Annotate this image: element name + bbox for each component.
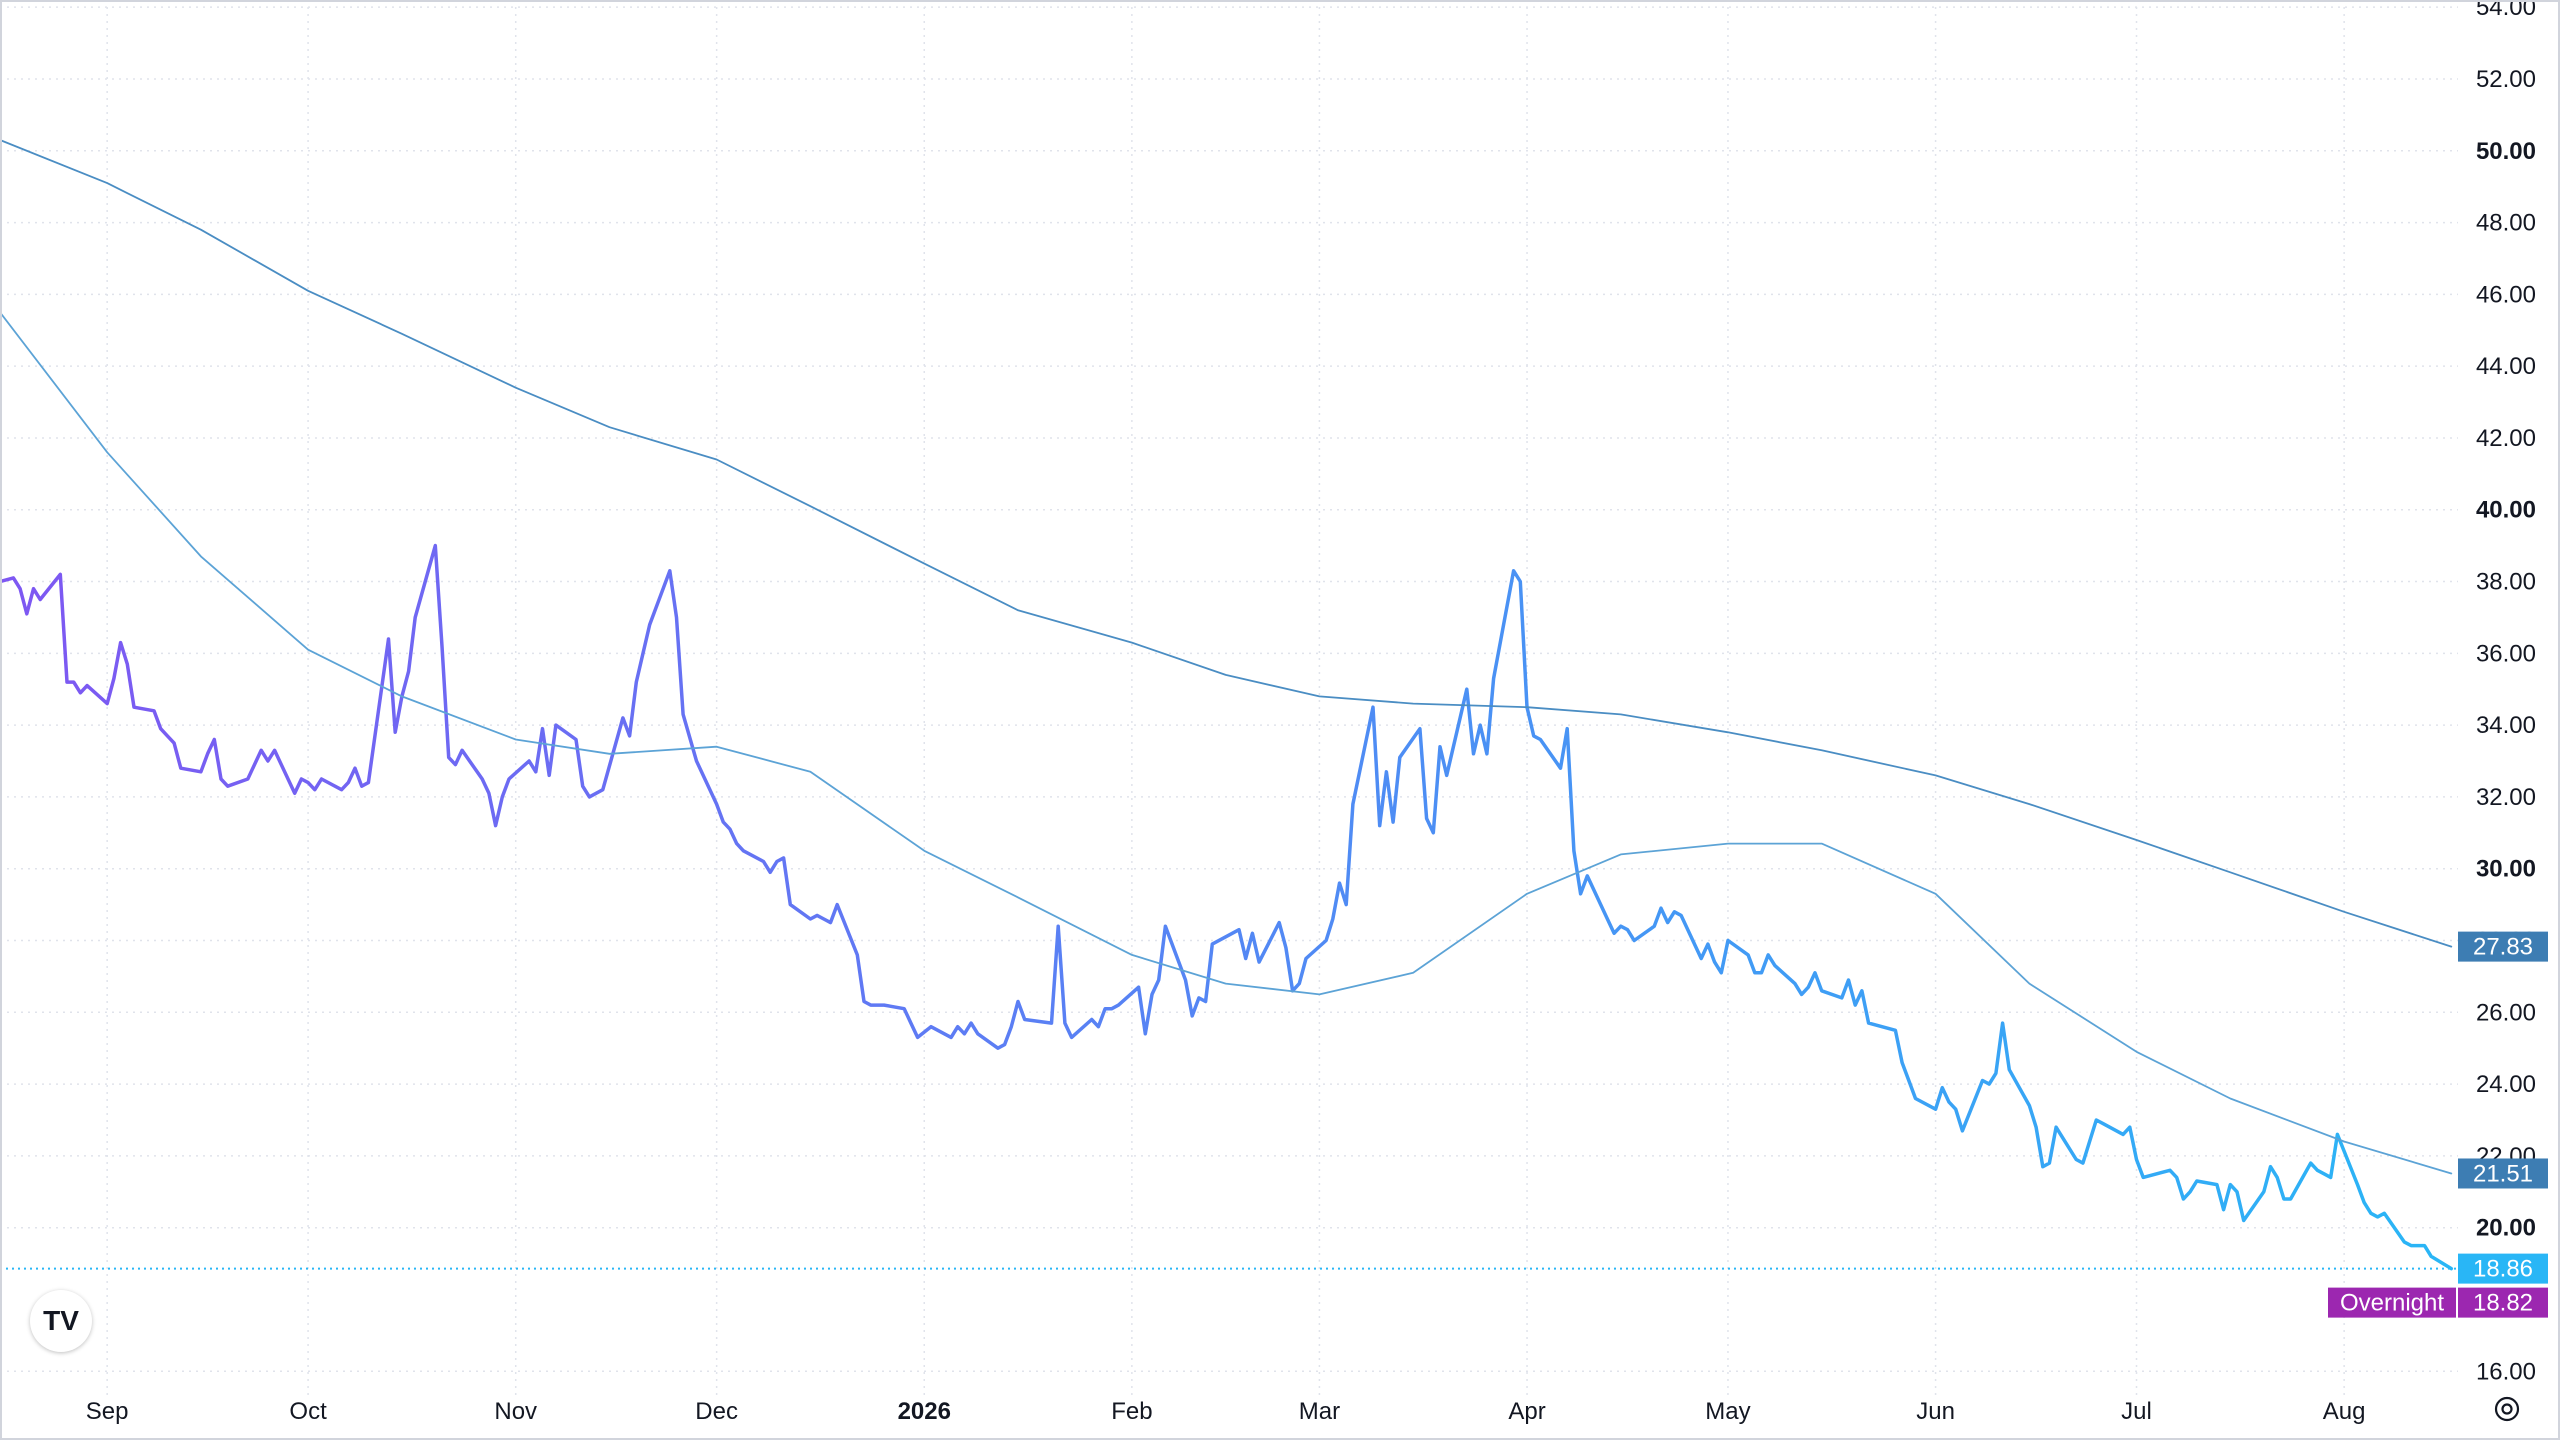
- x-tick-label: May: [1705, 1398, 1750, 1425]
- logo-text: TV: [43, 1305, 79, 1336]
- price-badge: 18.82 Overnight: [2328, 1287, 2548, 1318]
- price-badges: 27.83 21.51 18.86 18.82 Overnight: [2328, 931, 2548, 1318]
- y-tick-label: 44.00: [2476, 353, 2536, 380]
- x-tick-label: Apr: [1508, 1398, 1545, 1425]
- y-tick-label: 40.00: [2476, 497, 2536, 524]
- series-layer: [0, 139, 2458, 1271]
- y-tick-label: 54.00: [2476, 0, 2536, 21]
- y-tick-label: 52.00: [2476, 66, 2536, 93]
- price-badge-bg: [2458, 1253, 2548, 1284]
- y-tick-label: 30.00: [2476, 856, 2536, 883]
- price-badge: 21.51: [2458, 1158, 2548, 1189]
- x-tick-label: Jun: [1916, 1398, 1955, 1425]
- moving-average-long-line: [0, 139, 2453, 948]
- price-badge-bg: [2458, 931, 2548, 962]
- x-tick-label: Mar: [1299, 1398, 1340, 1425]
- x-tick-label: Nov: [494, 1398, 537, 1425]
- grid: [0, 0, 2458, 1400]
- x-tick-label: 2026: [898, 1398, 951, 1425]
- x-tick-label: Jul: [2121, 1398, 2152, 1425]
- price-badge-label: 27.83: [2473, 934, 2533, 961]
- moving-average-short-line: [0, 311, 2453, 1175]
- y-tick-label: 46.00: [2476, 281, 2536, 308]
- y-tick-label: 36.00: [2476, 640, 2536, 667]
- price-badge-label: 21.51: [2473, 1160, 2533, 1187]
- y-tick-label: 26.00: [2476, 999, 2536, 1026]
- x-tick-label: Feb: [1111, 1398, 1152, 1425]
- y-tick-label: 38.00: [2476, 569, 2536, 596]
- settings-gear-icon[interactable]: [2490, 1392, 2524, 1426]
- x-tick-label: Sep: [86, 1398, 129, 1425]
- y-tick-label: 20.00: [2476, 1215, 2536, 1242]
- x-tick-label: Aug: [2323, 1398, 2366, 1425]
- session-tag-label: Overnight: [2340, 1290, 2444, 1317]
- price-line: [0, 543, 2454, 1271]
- y-tick-label: 48.00: [2476, 210, 2536, 237]
- tradingview-logo[interactable]: TV: [30, 1290, 92, 1352]
- x-tick-label: Oct: [289, 1398, 327, 1425]
- price-badge: 18.86: [2458, 1253, 2548, 1284]
- y-tick-label: 50.00: [2476, 138, 2536, 165]
- x-tick-label: Dec: [695, 1398, 738, 1425]
- price-badge-label: 18.86: [2473, 1256, 2533, 1283]
- price-badge: 27.83: [2458, 931, 2548, 962]
- y-tick-label: 42.00: [2476, 425, 2536, 452]
- y-tick-label: 34.00: [2476, 712, 2536, 739]
- price-badge-bg: [2458, 1287, 2548, 1318]
- price-badge-label: 18.82: [2473, 1290, 2533, 1317]
- y-tick-label: 24.00: [2476, 1071, 2536, 1098]
- y-tick-label: 32.00: [2476, 784, 2536, 811]
- session-tag-bg: [2328, 1287, 2456, 1318]
- price-badge-bg: [2458, 1158, 2548, 1189]
- y-tick-label: 16.00: [2476, 1358, 2536, 1385]
